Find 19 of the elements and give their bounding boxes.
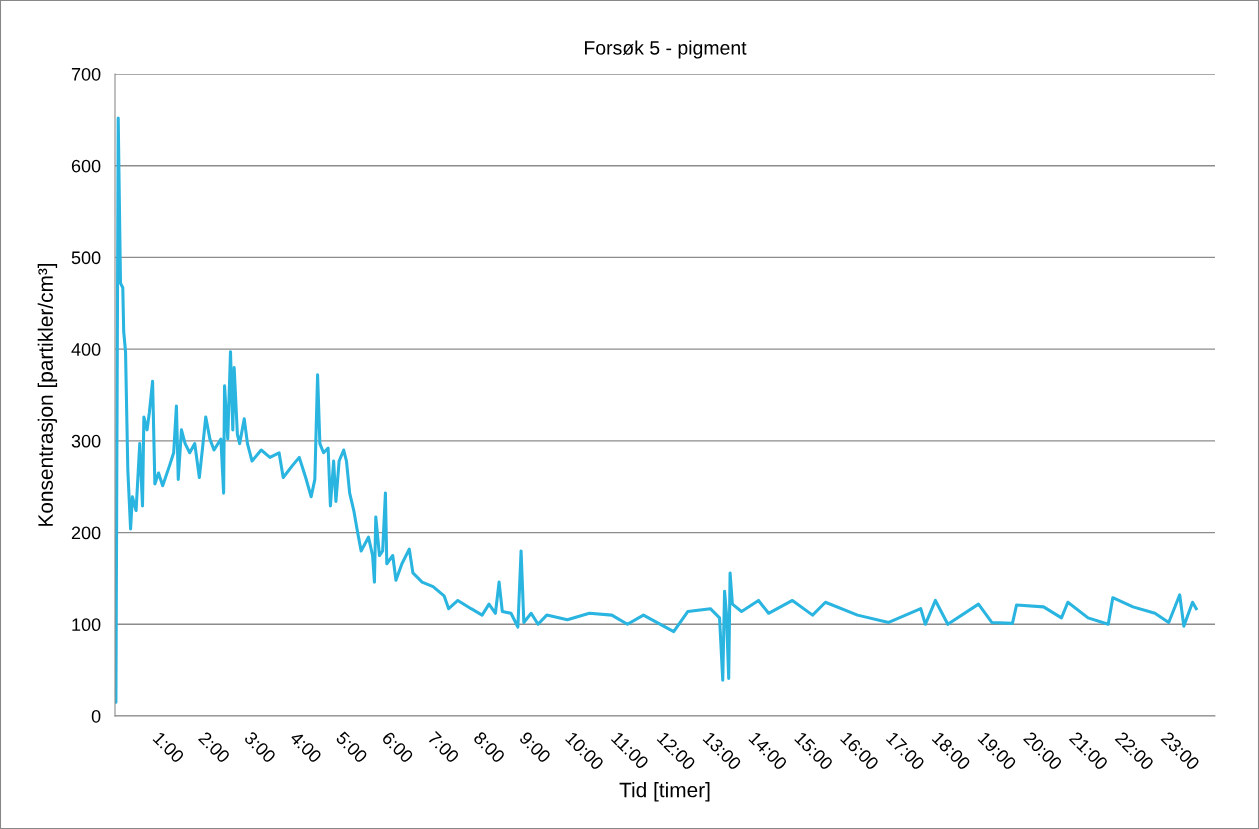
x-tick-label: 6:00 (381, 730, 415, 764)
x-axis-title: Tid [timer] (619, 782, 710, 802)
chart-title: Forsøk 5 - pigment (585, 40, 747, 59)
y-axis-title: Konsentrasjon [partikler/cm³] (37, 263, 58, 526)
y-tick-label: 0 (91, 709, 101, 723)
y-tick-label: 200 (71, 526, 101, 540)
x-tick-label: 8:00 (472, 730, 506, 764)
y-tick-label: 300 (71, 434, 101, 448)
line-series (115, 116, 1198, 704)
x-tick-label: 1:00 (152, 731, 185, 764)
y-tick-label: 500 (71, 251, 101, 265)
y-tick-label: 400 (71, 343, 101, 356)
y-tick-label: 700 (71, 67, 101, 81)
x-tick-label: 3:00 (243, 730, 277, 764)
y-tick-label: 100 (72, 618, 101, 632)
y-tick-label: 600 (71, 159, 101, 173)
x-tick-label: 2:00 (197, 730, 231, 764)
x-tick-label: 4:00 (289, 730, 323, 764)
x-tick-label: 9:00 (518, 730, 552, 764)
